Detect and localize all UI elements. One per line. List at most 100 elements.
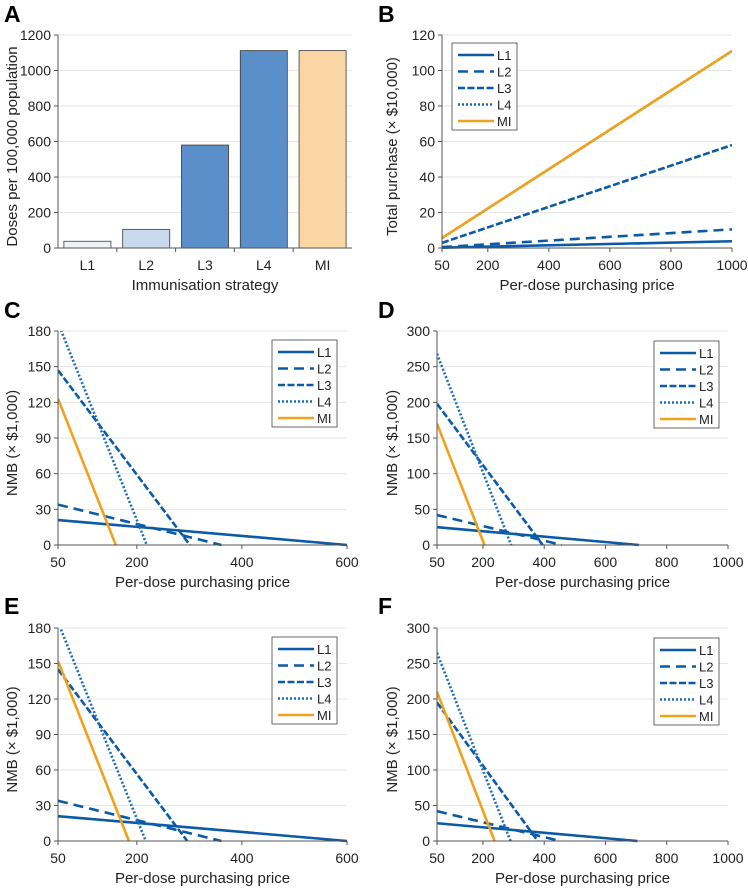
y-tick-label: 1000 <box>20 63 51 79</box>
y-tick-label: 80 <box>419 98 435 114</box>
y-tick-label: 100 <box>407 466 431 482</box>
legend-label: L3 <box>699 379 713 394</box>
x-tick-label: 200 <box>471 850 495 866</box>
x-tick-label: 800 <box>659 257 683 273</box>
legend-label: MI <box>317 708 331 723</box>
series-line-mi <box>437 691 496 842</box>
x-tick-label: 50 <box>50 850 66 866</box>
y-tick-label: 300 <box>407 323 431 339</box>
y-tick-label: 180 <box>28 323 52 339</box>
y-tick-label: 100 <box>412 63 436 79</box>
y-axis-title: NMB (× $1,000) <box>4 686 21 792</box>
y-tick-label: 20 <box>419 205 435 221</box>
series-line-l3 <box>58 369 191 546</box>
legend-label: L4 <box>699 396 713 411</box>
y-tick-label: 0 <box>43 537 51 553</box>
series-line-l1 <box>437 525 639 547</box>
x-tick-label: 400 <box>533 850 557 866</box>
series-line-l2 <box>58 799 222 843</box>
y-tick-label: 1200 <box>20 27 51 43</box>
series-line-l2 <box>437 513 563 547</box>
x-axis-title: Per-dose purchasing price <box>115 574 290 591</box>
panel-label: F <box>378 593 392 619</box>
series-line-l2 <box>442 228 732 249</box>
y-tick-label: 150 <box>407 727 431 743</box>
panel-b: B 0 20 40 60 80 100 120 50 200 400 600 800 1000 L1 L2L3… <box>378 1 748 294</box>
legend-label: L3 <box>699 676 713 691</box>
legend-label: L2 <box>699 363 713 378</box>
y-tick-label: 150 <box>407 430 431 446</box>
x-tick-label: 800 <box>655 554 679 570</box>
x-tick-label: 50 <box>429 850 445 866</box>
x-tick-label: 200 <box>476 257 500 273</box>
x-tick-label: 200 <box>125 554 149 570</box>
y-tick-label: 90 <box>35 430 51 446</box>
x-tick-label: 800 <box>655 850 679 866</box>
legend-label: L4 <box>317 692 331 707</box>
legend-box <box>451 42 518 131</box>
y-tick-label: 180 <box>28 620 52 636</box>
series-line-mi <box>58 660 131 842</box>
y-tick-label: 0 <box>422 833 430 849</box>
legend-label: L1 <box>699 346 713 361</box>
panel-label: D <box>378 297 395 323</box>
series-line-l1 <box>442 239 732 249</box>
y-tick-label: 800 <box>28 98 52 114</box>
x-tick-label: 400 <box>533 554 557 570</box>
legend-label: MI <box>317 411 331 426</box>
bar-mi <box>298 50 347 249</box>
bar-l1 <box>63 240 112 249</box>
y-tick-label: 30 <box>35 501 51 517</box>
y-tick-label: 200 <box>407 394 431 410</box>
x-tick-label: 1000 <box>716 257 747 273</box>
x-axis-title: Per-dose purchasing price <box>115 870 290 887</box>
y-tick-label: 60 <box>35 466 51 482</box>
x-axis-title: Per-dose purchasing price <box>499 277 674 294</box>
x-tick-label: 400 <box>230 554 254 570</box>
y-tick-label: 120 <box>28 394 52 410</box>
x-tick-label: 600 <box>598 257 622 273</box>
y-tick-label: 0 <box>43 833 51 849</box>
x-tick-label: 1000 <box>712 850 743 866</box>
x-tick-label: 200 <box>471 554 495 570</box>
series-line-l3 <box>442 143 732 245</box>
y-tick-label: 0 <box>427 240 435 256</box>
series-line-l1 <box>58 518 347 547</box>
y-tick-label: 300 <box>407 620 431 636</box>
y-tick-label: 40 <box>419 169 435 185</box>
legend-label: L2 <box>699 660 713 675</box>
series-line-l3 <box>437 701 539 842</box>
x-tick-label: MI <box>315 257 331 273</box>
x-tick-label: 600 <box>594 554 618 570</box>
bar-l4 <box>239 50 288 249</box>
legend-label: L2 <box>317 659 331 674</box>
x-tick-label: L3 <box>197 257 213 273</box>
legend-label: L1 <box>497 48 511 63</box>
legend-label: MI <box>497 114 511 129</box>
x-tick-label: 50 <box>50 554 66 570</box>
y-tick-label: 150 <box>28 656 52 672</box>
x-tick-label: 600 <box>335 850 359 866</box>
bar-l2 <box>122 228 171 249</box>
legend-label: L3 <box>317 675 331 690</box>
x-tick-label: 1000 <box>712 554 743 570</box>
y-axis-title: NMB (× $1,000) <box>384 390 401 496</box>
series-line-l3 <box>58 668 189 842</box>
x-tick-label: 600 <box>335 554 359 570</box>
legend-label: MI <box>699 412 713 427</box>
panel-label: A <box>4 1 21 27</box>
y-tick-label: 50 <box>414 798 430 814</box>
legend-label: L3 <box>497 81 511 96</box>
y-tick-label: 100 <box>407 762 431 778</box>
y-axis-title: Doses per 100,000 population <box>4 46 21 246</box>
y-tick-label: 120 <box>28 691 52 707</box>
